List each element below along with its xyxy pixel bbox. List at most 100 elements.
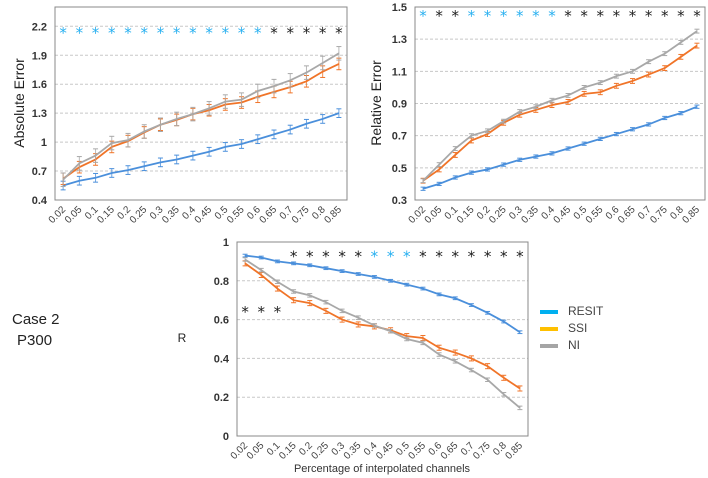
y-tick-label: 1.6 [32,79,47,91]
significance-star: * [468,7,476,25]
significance-star: * [254,24,262,42]
significance-star: * [222,24,230,42]
y-tick-label: 0.5 [392,163,407,175]
x-tick-label: 0.85 [503,440,525,462]
legend-item-resit: RESIT [540,303,630,321]
legend-swatch-resit [540,310,558,314]
significance-star: * [322,248,330,266]
significance-star: * [613,7,621,25]
legend-item-ni: NI [540,337,630,355]
x-tick-label: 0.35 [160,204,182,226]
panel-case-label: Case 2 [12,311,60,328]
significance-star: * [59,24,67,42]
x-tick-label: 0.15 [455,204,477,226]
significance-star: * [500,7,508,25]
significance-star: * [500,248,508,266]
panel-dataset-label: P300 [17,332,53,349]
series-line [422,44,698,182]
significance-star: * [516,248,524,266]
series-ssi [60,57,342,186]
plot-frame [54,6,348,201]
y-tick-label: 0.3 [392,195,407,207]
significance-star: * [258,303,266,321]
significance-star: * [452,248,460,266]
series-ni [420,28,700,184]
legend-item-ssi: SSI [540,320,630,338]
significance-star: * [468,248,476,266]
significance-star: * [238,24,246,42]
significance-star: * [693,7,701,25]
x-tick-label: 0.25 [309,440,331,462]
x-tick-label: 0.05 [245,440,267,462]
significance-star: * [484,248,492,266]
x-tick-label: 0.45 [193,204,215,226]
series-resit [242,253,523,335]
significance-star: * [580,7,588,25]
significance-star: * [645,7,653,25]
significance-star: * [597,7,605,25]
significance-star: * [435,248,443,266]
x-tick-label: 0.75 [648,204,670,226]
series-line [244,258,521,409]
significance-star: * [290,248,298,266]
x-tick-label: 0.85 [681,204,703,226]
series-ni [242,257,523,411]
x-tick-label: 0.65 [439,440,461,462]
y-tick-label: 0.4 [32,195,48,207]
x-tick-label: 0.55 [406,440,428,462]
x-tick-label: 0.15 [277,440,299,462]
significance-star: * [108,24,116,42]
y-axis-label: Relative Error [368,60,384,146]
significance-star: * [677,7,685,25]
significance-star: * [270,24,278,42]
x-tick-label: 0.75 [290,204,312,226]
x-tick-label: 0.25 [487,204,509,226]
significance-star: * [286,24,294,42]
y-tick-label: 0.9 [392,99,407,111]
legend-label-ssi: SSI [568,321,588,335]
series-resit [420,104,700,191]
x-axis-label: Percentage of interpolated channels [294,463,471,475]
legend-label-resit: RESIT [568,304,604,318]
significance-star: * [484,7,492,25]
significance-star: * [189,24,197,42]
x-tick-label: 0.65 [616,204,638,226]
significance-star: * [629,7,637,25]
series-line [244,254,521,333]
significance-star: * [92,24,100,42]
series-line [62,112,340,187]
significance-star: * [274,303,282,321]
significance-star: * [173,24,181,42]
significance-star: * [516,7,524,25]
significance-star: * [335,24,343,42]
y-tick-label: 1.9 [32,50,47,62]
plot-frame [414,6,706,201]
significance-star: * [452,7,460,25]
significance-star: * [338,248,346,266]
legend-swatch-ni [540,344,558,348]
significance-star: * [532,7,540,25]
y-axis-label: Absolute Error [11,58,27,148]
x-tick-label: 0.15 [95,204,117,226]
significance-star: * [140,24,148,42]
y-tick-label: 1.3 [392,34,407,46]
x-tick-label: 0.75 [471,440,493,462]
significance-star: * [157,24,165,42]
y-tick-label: 2.2 [32,21,47,33]
significance-star: * [124,24,132,42]
series-line [422,105,698,190]
significance-star: * [241,303,249,321]
y-tick-label: 1.5 [392,2,407,14]
significance-star: * [303,24,311,42]
y-axis-label: R [178,331,187,345]
x-tick-label: 0.05 [63,204,85,226]
legend-swatch-ssi [540,327,558,331]
significance-star: * [319,24,327,42]
y-tick-label: 1.1 [392,66,407,78]
x-tick-label: 0.25 [128,204,150,226]
y-tick-label: 0.7 [32,166,47,178]
x-tick-label: 0.55 [584,204,606,226]
significance-star: * [403,248,411,266]
significance-star: * [355,248,363,266]
